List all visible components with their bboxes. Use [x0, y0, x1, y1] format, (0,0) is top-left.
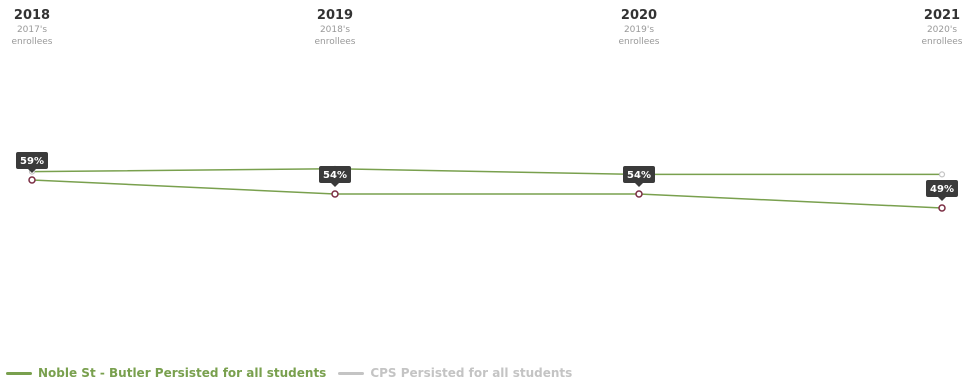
data-label-pointer — [938, 197, 946, 201]
legend-item-noble[interactable]: Noble St - Butler Persisted for all stud… — [6, 366, 326, 380]
noble-data-point — [635, 190, 643, 198]
legend-swatch — [338, 371, 365, 375]
cps-data-point — [938, 171, 946, 178]
data-label: 49% — [930, 184, 954, 195]
legend-label: Noble St - Butler Persisted for all stud… — [38, 366, 327, 380]
data-label: 59% — [20, 156, 44, 167]
enrollees-label: enrollees — [11, 37, 53, 47]
enrollees-label: enrollees — [921, 37, 963, 47]
data-label: 54% — [627, 170, 651, 181]
year-label: 2019 — [316, 8, 354, 23]
data-label-background — [16, 152, 48, 169]
cps-series-line — [31, 168, 942, 176]
data-label-pointer — [28, 169, 36, 173]
data-label-background — [319, 166, 351, 183]
enrollees-label: enrollees — [618, 37, 660, 47]
data-label-background — [623, 166, 655, 183]
data-label-pointer — [331, 183, 339, 187]
legend-item-cps[interactable]: CPS Persisted for all students — [338, 366, 572, 380]
column-header-2019: 2019 2018's enrollees — [295, 8, 375, 48]
enrollee-year-label: 2020's — [926, 25, 958, 35]
noble-data-point — [28, 176, 36, 184]
enrollee-year-label: 2019's — [623, 25, 655, 35]
data-label: 54% — [323, 170, 347, 181]
noble-data-point — [938, 204, 946, 212]
noble-data-point — [331, 190, 339, 198]
legend-swatch — [6, 371, 32, 375]
year-label: 2018 — [13, 8, 51, 23]
column-header-2018: 2018 2017's enrollees — [0, 8, 72, 48]
column-header-2020: 2020 2019's enrollees — [599, 8, 679, 48]
column-header-2021: 2021 2020's enrollees — [902, 8, 965, 48]
enrollee-year-label: 2017's — [16, 25, 48, 35]
noble-series-line — [31, 179, 943, 209]
enrollees-label: enrollees — [314, 37, 356, 47]
enrollee-year-label: 2018's — [319, 25, 351, 35]
year-label: 2021 — [923, 8, 961, 23]
year-label: 2020 — [620, 8, 658, 23]
chart-legend: Noble St - Butler Persisted for all stud… — [6, 366, 584, 380]
data-label-pointer — [635, 183, 643, 187]
data-label-background — [926, 180, 958, 197]
legend-label: CPS Persisted for all students — [370, 366, 573, 380]
